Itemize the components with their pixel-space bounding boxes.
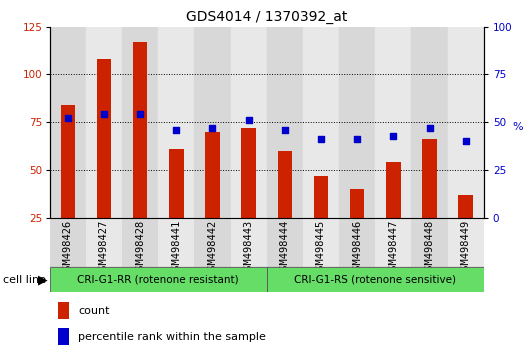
Bar bbox=[278, 151, 292, 218]
Bar bbox=[97, 59, 111, 218]
Bar bbox=[205, 132, 220, 218]
Bar bbox=[50, 218, 86, 267]
Bar bbox=[375, 218, 412, 267]
Bar bbox=[86, 27, 122, 218]
Text: count: count bbox=[78, 306, 109, 316]
Text: GSM498444: GSM498444 bbox=[280, 220, 290, 276]
Bar bbox=[448, 218, 484, 267]
Title: GDS4014 / 1370392_at: GDS4014 / 1370392_at bbox=[186, 10, 347, 24]
Bar bbox=[59, 302, 69, 319]
Text: GSM498441: GSM498441 bbox=[172, 220, 181, 276]
Bar bbox=[314, 176, 328, 218]
Text: GSM498446: GSM498446 bbox=[352, 220, 362, 276]
Bar bbox=[412, 27, 448, 218]
Point bbox=[461, 138, 470, 144]
Bar bbox=[242, 128, 256, 218]
Bar bbox=[339, 27, 375, 218]
Bar bbox=[350, 189, 365, 218]
Text: GSM498449: GSM498449 bbox=[461, 220, 471, 276]
Text: GSM498448: GSM498448 bbox=[425, 220, 435, 276]
Bar bbox=[412, 218, 448, 267]
Point bbox=[172, 127, 180, 133]
Text: GSM498445: GSM498445 bbox=[316, 220, 326, 276]
Bar bbox=[59, 328, 69, 345]
Text: CRI-G1-RR (rotenone resistant): CRI-G1-RR (rotenone resistant) bbox=[77, 275, 239, 285]
Bar bbox=[231, 218, 267, 267]
Point bbox=[425, 125, 434, 131]
Text: CRI-G1-RS (rotenone sensitive): CRI-G1-RS (rotenone sensitive) bbox=[294, 275, 456, 285]
Text: GSM498428: GSM498428 bbox=[135, 220, 145, 276]
Text: GSM498426: GSM498426 bbox=[63, 220, 73, 276]
Text: GSM498443: GSM498443 bbox=[244, 220, 254, 276]
Text: GSM498447: GSM498447 bbox=[389, 220, 399, 276]
Point bbox=[100, 112, 108, 117]
Text: GSM498442: GSM498442 bbox=[208, 220, 218, 276]
Y-axis label: %: % bbox=[513, 122, 523, 132]
Bar bbox=[86, 218, 122, 267]
Point bbox=[281, 127, 289, 133]
Bar bbox=[122, 27, 158, 218]
Bar bbox=[267, 27, 303, 218]
Bar bbox=[303, 218, 339, 267]
Point bbox=[317, 137, 325, 142]
Bar bbox=[267, 267, 484, 292]
Point bbox=[64, 115, 72, 121]
Bar bbox=[267, 218, 303, 267]
Bar bbox=[158, 218, 195, 267]
Bar bbox=[339, 218, 375, 267]
Bar bbox=[195, 27, 231, 218]
Bar bbox=[133, 42, 147, 218]
Bar bbox=[422, 139, 437, 218]
Bar bbox=[375, 27, 412, 218]
Text: ▶: ▶ bbox=[38, 273, 48, 286]
Bar bbox=[61, 105, 75, 218]
Point bbox=[389, 133, 397, 138]
Bar bbox=[386, 162, 401, 218]
Text: GSM498427: GSM498427 bbox=[99, 220, 109, 276]
Bar bbox=[122, 218, 158, 267]
Bar bbox=[169, 149, 184, 218]
Bar bbox=[50, 267, 267, 292]
Bar bbox=[231, 27, 267, 218]
Point bbox=[353, 137, 361, 142]
Bar bbox=[459, 195, 473, 218]
Text: percentile rank within the sample: percentile rank within the sample bbox=[78, 332, 266, 342]
Point bbox=[208, 125, 217, 131]
Bar bbox=[448, 27, 484, 218]
Point bbox=[244, 118, 253, 123]
Bar bbox=[158, 27, 195, 218]
Text: cell line: cell line bbox=[3, 275, 46, 285]
Bar bbox=[195, 218, 231, 267]
Bar bbox=[303, 27, 339, 218]
Point bbox=[136, 112, 144, 117]
Bar bbox=[50, 27, 86, 218]
